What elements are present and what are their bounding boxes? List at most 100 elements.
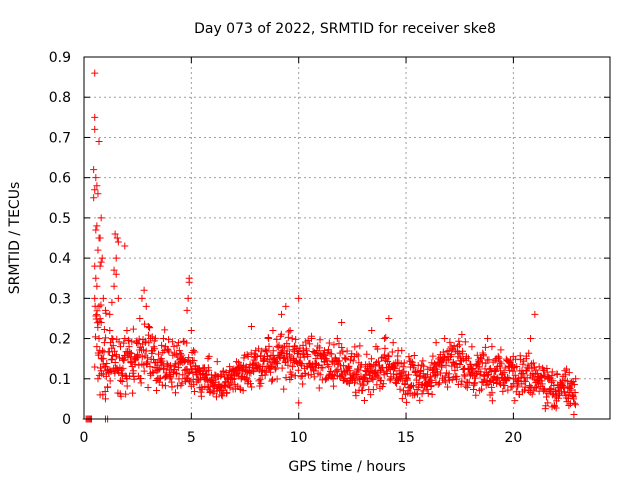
data-point: [565, 383, 573, 391]
data-point: [104, 383, 112, 391]
data-point: [179, 371, 187, 379]
data-point: [290, 343, 298, 351]
data-point: [170, 363, 178, 371]
data-point: [442, 361, 450, 369]
data-point: [269, 376, 277, 384]
data-point: [454, 343, 462, 351]
data-point: [351, 379, 359, 387]
data-point: [301, 370, 309, 378]
data-point: [157, 355, 165, 363]
data-point: [482, 359, 490, 367]
data-point: [369, 386, 377, 394]
data-point: [165, 336, 173, 344]
data-point: [514, 383, 522, 391]
data-point: [151, 359, 159, 367]
data-point: [191, 348, 199, 356]
data-point: [403, 398, 411, 406]
data-point: [548, 368, 556, 376]
data-point: [408, 358, 416, 366]
data-point: [252, 347, 260, 355]
data-point: [520, 386, 528, 394]
data-point: [116, 343, 124, 351]
data-point: [571, 388, 579, 396]
data-point: [286, 327, 294, 335]
data-point: [213, 387, 221, 395]
data-point: [112, 254, 120, 262]
data-point: [97, 301, 105, 309]
data-point: [91, 363, 99, 371]
data-point: [195, 376, 203, 384]
data-point: [563, 365, 571, 373]
data-point: [511, 371, 519, 379]
data-point: [402, 375, 410, 383]
data-point: [478, 385, 486, 393]
data-point: [410, 382, 418, 390]
data-point: [522, 377, 530, 385]
data-point: [484, 335, 492, 343]
data-point: [428, 359, 436, 367]
data-point: [178, 379, 186, 387]
data-point: [262, 347, 270, 355]
data-point: [358, 380, 366, 388]
y-tick-label: 0.6: [49, 171, 71, 187]
data-point: [274, 360, 282, 368]
data-point: [497, 360, 505, 368]
data-point: [93, 343, 101, 351]
data-point: [420, 362, 428, 370]
data-point: [114, 294, 122, 302]
data-point: [100, 326, 108, 334]
data-point: [291, 372, 299, 380]
data-point: [415, 379, 423, 387]
data-point: [163, 360, 171, 368]
data-point: [299, 351, 307, 359]
data-point: [158, 341, 166, 349]
data-point: [391, 365, 399, 373]
data-point: [197, 392, 205, 400]
data-point: [156, 374, 164, 382]
data-point: [119, 356, 127, 364]
data-point: [112, 351, 120, 359]
data-point: [470, 380, 478, 388]
data-point: [411, 391, 419, 399]
data-point: [229, 375, 237, 383]
data-point: [99, 355, 107, 363]
data-point: [164, 346, 172, 354]
data-point: [101, 306, 109, 314]
data-point: [115, 338, 123, 346]
data-point: [125, 337, 133, 345]
data-point: [359, 375, 367, 383]
data-point: [138, 294, 146, 302]
data-point: [351, 343, 359, 351]
data-point: [389, 339, 397, 347]
data-point: [101, 388, 109, 396]
data-point: [299, 380, 307, 388]
data-point: [108, 298, 116, 306]
data-point: [338, 318, 346, 326]
data-point: [325, 339, 333, 347]
data-point: [531, 310, 539, 318]
data-point: [129, 389, 137, 397]
data-point: [140, 367, 148, 375]
data-point: [173, 369, 181, 377]
data-point: [435, 379, 443, 387]
data-point: [244, 353, 252, 361]
data-point: [466, 371, 474, 379]
data-point: [141, 320, 149, 328]
data-point: [405, 353, 413, 361]
data-point: [154, 350, 162, 358]
data-point: [127, 359, 135, 367]
data-point: [92, 226, 100, 234]
data-point: [373, 381, 381, 389]
data-point: [511, 397, 519, 405]
data-point: [283, 347, 291, 355]
data-point: [111, 230, 119, 238]
data-point: [265, 335, 273, 343]
data-point: [192, 363, 200, 371]
data-point: [127, 349, 135, 357]
data-point: [528, 390, 536, 398]
data-point: [419, 387, 427, 395]
data-point: [98, 347, 106, 355]
data-point: [565, 369, 573, 377]
data-point: [260, 355, 268, 363]
data-point: [200, 375, 208, 383]
